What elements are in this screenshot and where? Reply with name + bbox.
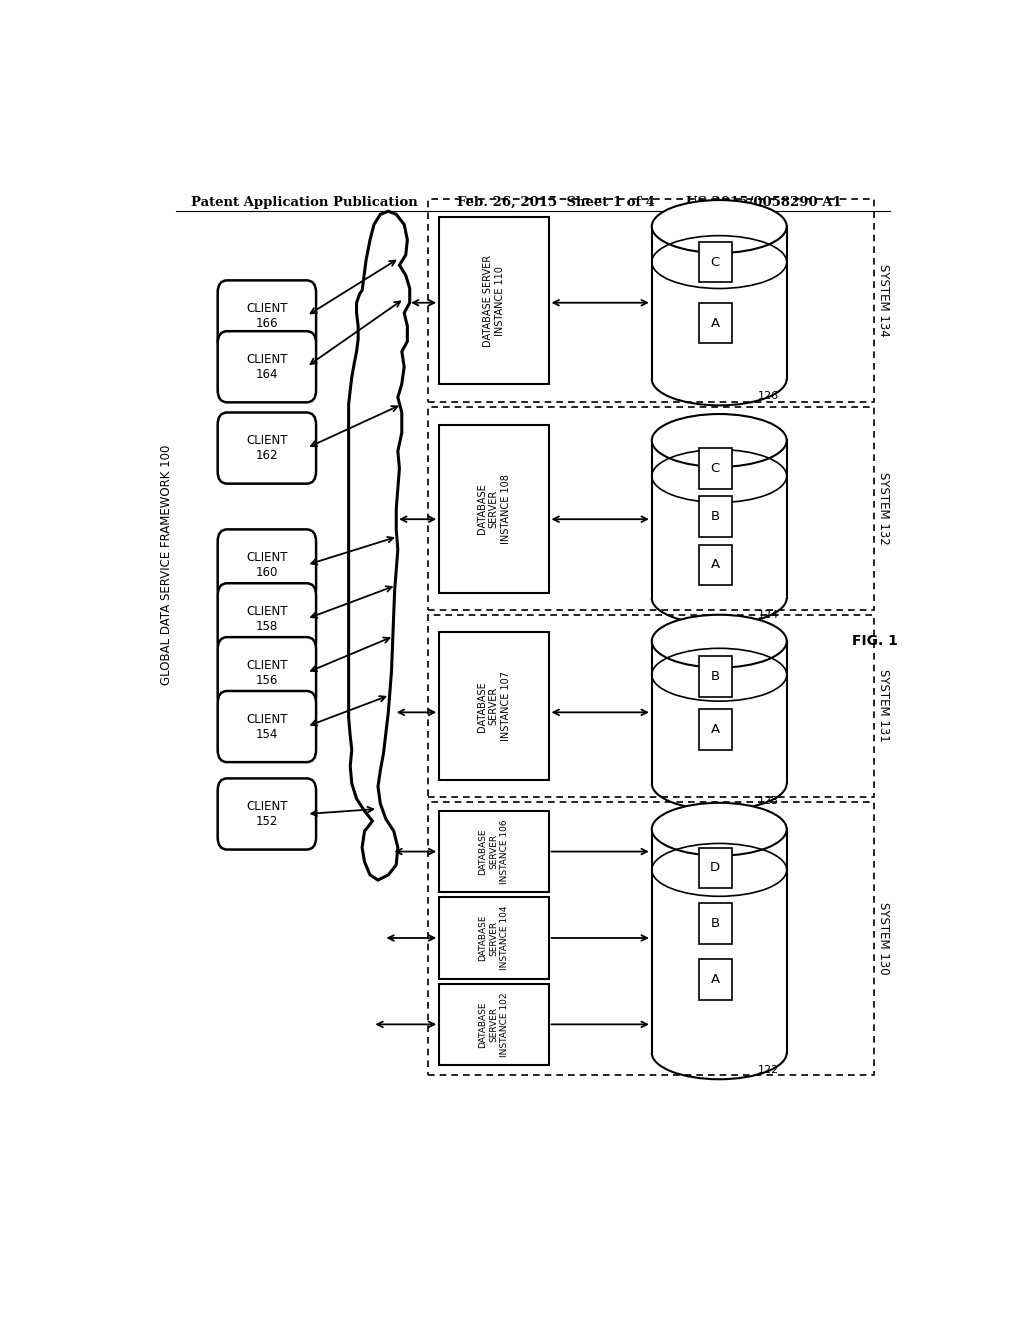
Text: CLIENT
158: CLIENT 158: [246, 605, 288, 632]
Bar: [698, 709, 732, 750]
Bar: [439, 218, 549, 384]
Bar: [698, 656, 732, 697]
FancyBboxPatch shape: [218, 690, 316, 762]
Text: CLIENT
160: CLIENT 160: [246, 550, 288, 579]
Text: US 2015/0058290 A1: US 2015/0058290 A1: [686, 195, 842, 209]
Text: DATABASE
SERVER
INSTANCE 107: DATABASE SERVER INSTANCE 107: [477, 672, 511, 742]
Text: A: A: [711, 558, 720, 572]
Bar: [698, 960, 732, 1001]
Bar: [439, 983, 549, 1065]
Text: CLIENT
166: CLIENT 166: [246, 302, 288, 330]
Text: SYSTEM 131: SYSTEM 131: [877, 669, 890, 742]
Bar: [698, 242, 732, 282]
Text: DATABASE
SERVER
INSTANCE 102: DATABASE SERVER INSTANCE 102: [478, 993, 509, 1056]
Text: SYSTEM 132: SYSTEM 132: [877, 473, 890, 545]
Ellipse shape: [651, 615, 786, 668]
Ellipse shape: [651, 201, 786, 253]
Text: Feb. 26, 2015  Sheet 1 of 4: Feb. 26, 2015 Sheet 1 of 4: [458, 195, 655, 209]
Text: SYSTEM 134: SYSTEM 134: [877, 264, 890, 337]
Text: C: C: [711, 462, 720, 475]
Bar: [439, 632, 549, 780]
Text: A: A: [711, 723, 720, 737]
Ellipse shape: [651, 803, 786, 855]
Text: B: B: [711, 917, 720, 931]
Text: C: C: [711, 256, 720, 268]
Bar: [698, 496, 732, 536]
Text: A: A: [711, 317, 720, 330]
Bar: [698, 903, 732, 944]
Bar: [698, 447, 732, 488]
Polygon shape: [652, 227, 786, 379]
FancyBboxPatch shape: [218, 280, 316, 351]
Text: 124: 124: [758, 610, 778, 620]
FancyBboxPatch shape: [218, 529, 316, 601]
FancyBboxPatch shape: [218, 412, 316, 483]
Text: Patent Application Publication: Patent Application Publication: [191, 195, 418, 209]
Ellipse shape: [651, 414, 786, 467]
Text: SYSTEM 130: SYSTEM 130: [877, 902, 890, 974]
Bar: [439, 898, 549, 978]
Polygon shape: [652, 642, 786, 784]
Text: 126: 126: [758, 391, 778, 401]
Bar: [698, 847, 732, 888]
Polygon shape: [652, 829, 786, 1053]
FancyBboxPatch shape: [218, 331, 316, 403]
Text: 123: 123: [758, 796, 778, 805]
Bar: [428, 615, 873, 797]
FancyBboxPatch shape: [218, 638, 316, 709]
Polygon shape: [348, 211, 410, 880]
Bar: [428, 408, 873, 610]
Text: CLIENT
164: CLIENT 164: [246, 352, 288, 380]
Text: CLIENT
156: CLIENT 156: [246, 659, 288, 686]
Bar: [439, 810, 549, 892]
Text: FIG. 1: FIG. 1: [852, 634, 898, 648]
Text: B: B: [711, 671, 720, 684]
FancyBboxPatch shape: [218, 779, 316, 850]
Text: D: D: [711, 862, 720, 874]
Text: DATABASE
SERVER
INSTANCE 104: DATABASE SERVER INSTANCE 104: [478, 906, 509, 970]
Text: A: A: [711, 973, 720, 986]
Text: CLIENT
152: CLIENT 152: [246, 800, 288, 828]
FancyBboxPatch shape: [218, 583, 316, 655]
Bar: [428, 199, 873, 403]
Text: 122: 122: [758, 1065, 778, 1074]
Bar: [428, 801, 873, 1076]
Polygon shape: [652, 441, 786, 598]
Text: CLIENT
162: CLIENT 162: [246, 434, 288, 462]
Text: GLOBAL DATA SERVICE FRAMEWORK 100: GLOBAL DATA SERVICE FRAMEWORK 100: [160, 445, 173, 685]
Text: DATABASE SERVER
INSTANCE 110: DATABASE SERVER INSTANCE 110: [483, 255, 505, 347]
Text: DATABASE
SERVER
INSTANCE 108: DATABASE SERVER INSTANCE 108: [477, 474, 511, 544]
Bar: [698, 302, 732, 343]
Text: DATABASE
SERVER
INSTANCE 106: DATABASE SERVER INSTANCE 106: [478, 820, 509, 884]
Bar: [439, 425, 549, 594]
Bar: [698, 545, 732, 585]
Text: CLIENT
154: CLIENT 154: [246, 713, 288, 741]
Text: B: B: [711, 510, 720, 523]
